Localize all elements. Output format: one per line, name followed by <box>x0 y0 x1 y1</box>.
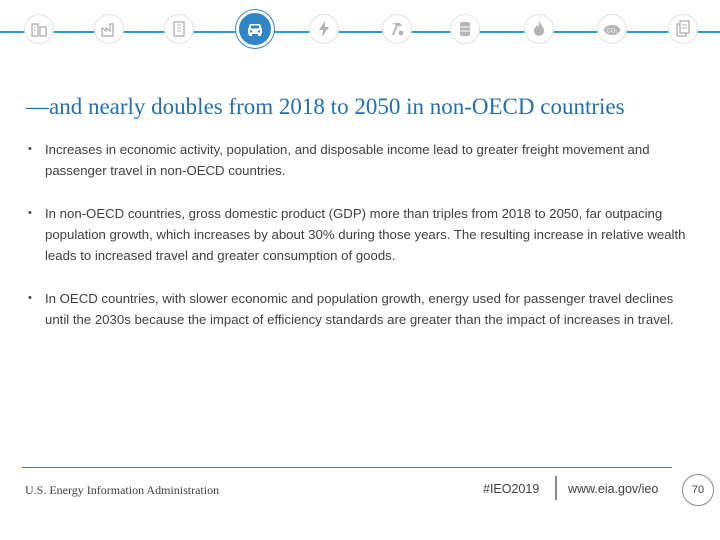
bullet-text: Increases in economic activity, populati… <box>45 142 650 178</box>
slide-title: —and nearly doubles from 2018 to 2050 in… <box>26 94 625 119</box>
nav-buildings[interactable] <box>24 14 54 44</box>
bullet-marker: • <box>28 292 32 304</box>
oil-barrel-icon <box>460 22 470 36</box>
page-number: 70 <box>682 474 714 506</box>
industry-icon <box>101 23 114 37</box>
nav-transportation[interactable] <box>236 10 274 48</box>
office-icon <box>173 21 185 37</box>
bullet-item: • Increases in economic activity, populat… <box>28 139 700 181</box>
bullet-list: • Increases in economic activity, populat… <box>28 139 700 352</box>
nav-petroleum[interactable] <box>450 14 480 44</box>
flame-icon <box>534 21 544 36</box>
footer-org: U.S. Energy Information Administration <box>25 483 220 497</box>
nav-electricity[interactable] <box>309 14 339 44</box>
bullet-text: In OECD countries, with slower economic … <box>45 291 674 327</box>
header-rule <box>0 31 720 33</box>
footer-url[interactable]: www.eia.gov/ieo <box>568 482 659 496</box>
nav-industry[interactable] <box>94 14 124 44</box>
nav-office[interactable] <box>164 14 194 44</box>
bullet-item: • In OECD countries, with slower economic… <box>28 288 700 330</box>
footer-hashtag: #IEO2019 <box>483 482 540 496</box>
nav-documents[interactable] <box>668 14 698 44</box>
bullet-marker: • <box>28 143 32 155</box>
buildings-icon <box>31 23 47 37</box>
nav-emissions[interactable]: CO₂ <box>597 14 627 44</box>
electricity-icon <box>319 21 329 37</box>
bullet-text: In non-OECD countries, gross domestic pr… <box>45 206 686 263</box>
documents-icon <box>676 20 690 37</box>
hammer-icon <box>392 23 404 36</box>
bullet-marker: • <box>28 207 32 219</box>
page-number-text: 70 <box>691 484 705 496</box>
co2-icon: CO₂ <box>604 25 620 35</box>
footer-rule <box>22 467 672 468</box>
svg-text:CO₂: CO₂ <box>606 29 618 35</box>
footer-divider <box>555 476 557 500</box>
section-nav: CO₂ <box>0 0 720 60</box>
nav-natural-gas[interactable] <box>524 14 554 44</box>
nav-coal[interactable] <box>382 14 412 44</box>
car-icon <box>248 24 262 36</box>
bullet-item: • In non-OECD countries, gross domestic p… <box>28 203 700 266</box>
